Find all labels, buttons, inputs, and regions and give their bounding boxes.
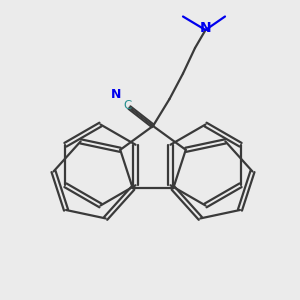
Text: N: N xyxy=(110,88,121,101)
Text: C: C xyxy=(123,99,132,112)
Text: N: N xyxy=(200,21,211,34)
